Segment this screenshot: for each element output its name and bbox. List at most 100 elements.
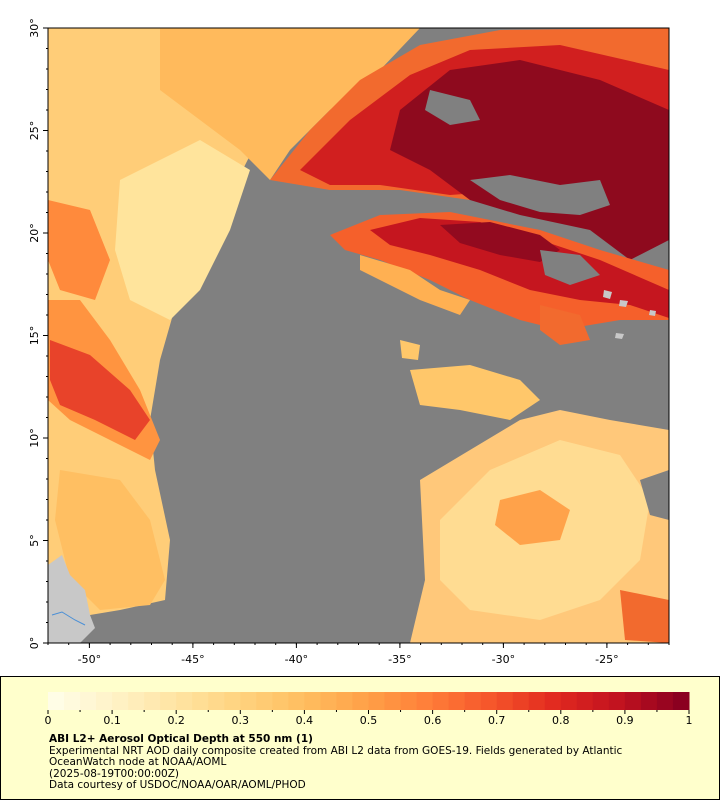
aod-region-west-high bbox=[50, 340, 150, 440]
aod-region-mid-patch bbox=[360, 255, 470, 315]
y-tick-label: 25° bbox=[28, 121, 41, 141]
colorbar-step bbox=[656, 692, 674, 710]
no-data-gap bbox=[540, 250, 600, 285]
colorbar-step bbox=[336, 692, 353, 710]
legend-line: (2025-08-19T00:00:00Z) bbox=[49, 767, 179, 780]
aod-region-southeast-medium bbox=[495, 490, 570, 545]
colorbar-step bbox=[640, 692, 658, 710]
legend-line: Experimental NRT AOD daily composite cre… bbox=[49, 744, 623, 757]
colorbar-step bbox=[528, 692, 546, 710]
aod-field bbox=[48, 28, 669, 643]
no-data-gap bbox=[470, 175, 610, 215]
x-tick-label: -25° bbox=[595, 653, 618, 666]
island bbox=[603, 290, 612, 299]
colorbar-step bbox=[128, 692, 145, 710]
colorbar-step bbox=[384, 692, 402, 710]
colorbar-step bbox=[288, 692, 305, 710]
aod-region-mid-patch bbox=[540, 305, 590, 345]
legend-caption: ABI L2+ Aerosol Optical Depth at 550 nm … bbox=[49, 733, 709, 792]
colorbar-step bbox=[512, 692, 530, 710]
colorbar-label: 0.9 bbox=[616, 714, 634, 727]
colorbar-step bbox=[480, 692, 498, 710]
no-data-gap bbox=[640, 470, 669, 520]
colorbar-step bbox=[544, 692, 562, 710]
colorbar-step bbox=[80, 692, 97, 710]
colorbar-label: 0.5 bbox=[360, 714, 378, 727]
colorbar-label: 0.2 bbox=[167, 714, 185, 727]
colorbar-label: 0.3 bbox=[232, 714, 250, 727]
y-axis: 30° 25° 20° 15° 10° 5° 0° bbox=[28, 18, 48, 649]
colorbar-step bbox=[240, 692, 257, 710]
colorbar-step bbox=[368, 692, 386, 710]
y-tick-label: 10° bbox=[28, 428, 41, 448]
aod-region-mid-patch bbox=[410, 365, 540, 420]
x-tick-label: -30° bbox=[492, 653, 515, 666]
y-tick-label: 20° bbox=[28, 223, 41, 243]
aod-region-southeast-edge bbox=[620, 590, 669, 643]
aod-region-west-pale bbox=[115, 140, 250, 320]
colorbar-step bbox=[352, 692, 369, 710]
aod-region-arm-red bbox=[370, 218, 669, 318]
colorbar-step bbox=[176, 692, 193, 710]
land-south-america bbox=[48, 555, 95, 643]
coast-line bbox=[51, 611, 86, 626]
aod-region-west-orange bbox=[48, 200, 110, 300]
colorbar-step bbox=[160, 692, 177, 710]
colorbar-step bbox=[448, 692, 466, 710]
legend-line: OceanWatch node at NOAA/AOML bbox=[49, 756, 227, 769]
aod-region-southwest bbox=[55, 470, 165, 610]
colorbar-step bbox=[592, 692, 610, 710]
colorbar-label: 0.8 bbox=[552, 714, 570, 727]
colorbar-step bbox=[320, 692, 337, 710]
x-tick-label: -50° bbox=[78, 653, 101, 666]
colorbar-label: 0.4 bbox=[296, 714, 314, 727]
colorbar-step bbox=[560, 692, 578, 710]
colorbar-step bbox=[272, 692, 289, 710]
colorbar-step bbox=[112, 692, 129, 710]
legend-line: Data courtesy of USDOC/NOAA/OAR/AOML/PHO… bbox=[49, 779, 306, 792]
colorbar-axis: 0 0.1 0.2 0.3 0.4 0.5 0.6 0.7 0.8 0.9 1 bbox=[45, 692, 693, 727]
colorbar-step bbox=[144, 692, 161, 710]
colorbar-labels: 0 0.1 0.2 0.3 0.4 0.5 0.6 0.7 0.8 0.9 1 bbox=[45, 710, 693, 727]
colorbar-step bbox=[224, 692, 241, 710]
colorbar-step bbox=[416, 692, 434, 710]
colorbar-step bbox=[432, 692, 450, 710]
colorbar-step bbox=[464, 692, 482, 710]
island bbox=[615, 333, 624, 339]
y-tick-label: 15° bbox=[28, 326, 41, 346]
colorbar-step bbox=[208, 692, 225, 710]
legend-title: ABI L2+ Aerosol Optical Depth at 550 nm … bbox=[49, 733, 313, 745]
colorbar-step bbox=[304, 692, 321, 710]
map-axes: -50° -45° -40° -35° -30° -25° 30° 25° 20° 15° 10°… bbox=[28, 18, 670, 666]
colorbar-label: 0.1 bbox=[103, 714, 121, 727]
colorbar-label: 0 bbox=[45, 714, 52, 727]
island bbox=[649, 310, 656, 316]
y-tick-label: 0° bbox=[28, 637, 41, 650]
colorbar-step bbox=[400, 692, 418, 710]
colorbar bbox=[48, 692, 690, 710]
colorbar-step bbox=[576, 692, 594, 710]
colorbar-step bbox=[624, 692, 642, 710]
colorbar-label: 1 bbox=[686, 714, 693, 727]
x-tick-label: -45° bbox=[181, 653, 204, 666]
colorbar-label: 0.7 bbox=[488, 714, 506, 727]
colorbar-step bbox=[672, 692, 690, 710]
colorbar-step bbox=[48, 692, 65, 710]
y-tick-label: 5° bbox=[28, 534, 41, 547]
legend-panel: 0 0.1 0.2 0.3 0.4 0.5 0.6 0.7 0.8 0.9 1 ABI L2+ Ae… bbox=[0, 676, 720, 800]
x-tick-label: -40° bbox=[285, 653, 308, 666]
no-data-gap bbox=[425, 90, 480, 125]
y-tick-label: 30° bbox=[28, 18, 41, 38]
colorbar-step bbox=[96, 692, 113, 710]
colorbar-step bbox=[608, 692, 626, 710]
aod-region-north-light bbox=[160, 28, 420, 180]
colorbar-step bbox=[496, 692, 514, 710]
x-tick-label: -35° bbox=[388, 653, 411, 666]
x-axis: -50° -45° -40° -35° -30° -25° bbox=[47, 643, 670, 666]
colorbar-step bbox=[64, 692, 81, 710]
island bbox=[619, 300, 628, 307]
colorbar-step bbox=[192, 692, 209, 710]
aod-region-mid-patch bbox=[400, 340, 420, 360]
colorbar-step bbox=[256, 692, 273, 710]
aod-region-arm-dark bbox=[440, 222, 560, 262]
